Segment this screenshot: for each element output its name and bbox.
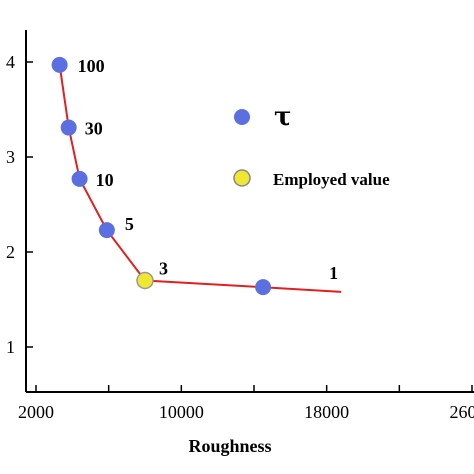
axes — [25, 30, 474, 393]
x-tick-label: 26000 — [450, 402, 474, 422]
y-ticks: 1 2 3 4 — [6, 52, 33, 357]
data-point — [51, 56, 68, 73]
y-tick-label: 4 — [6, 52, 15, 72]
legend: τ Employed value — [233, 102, 390, 189]
point-label: 100 — [78, 56, 105, 76]
point-label: 5 — [125, 214, 134, 234]
legend-marker-tau — [234, 109, 250, 125]
data-point — [255, 279, 272, 296]
y-tick-label: 2 — [6, 242, 15, 262]
y-tick-label: 3 — [6, 147, 15, 167]
data-point — [71, 170, 88, 187]
legend-label-tau: τ — [274, 102, 292, 132]
point-labels: 100 30 10 5 3 1 — [78, 56, 338, 283]
legend-marker-employed — [233, 169, 251, 187]
x-tick-label: 10000 — [159, 402, 204, 422]
data-point — [60, 119, 77, 136]
data-points — [51, 56, 272, 296]
point-label: 1 — [329, 263, 338, 283]
point-label: 3 — [159, 259, 168, 279]
x-tick-label: 2000 — [18, 402, 54, 422]
legend-label-employed: Employed value — [273, 170, 390, 189]
y-tick-label: 1 — [6, 337, 15, 357]
point-label: 10 — [96, 170, 114, 190]
data-point — [98, 222, 115, 239]
point-label: 30 — [85, 119, 103, 139]
data-point-employed — [136, 271, 154, 290]
x-tick-label: 18000 — [304, 402, 349, 422]
x-axis-title: Roughness — [188, 436, 271, 456]
x-ticks: 2000 10000 18000 26000 — [18, 385, 474, 422]
